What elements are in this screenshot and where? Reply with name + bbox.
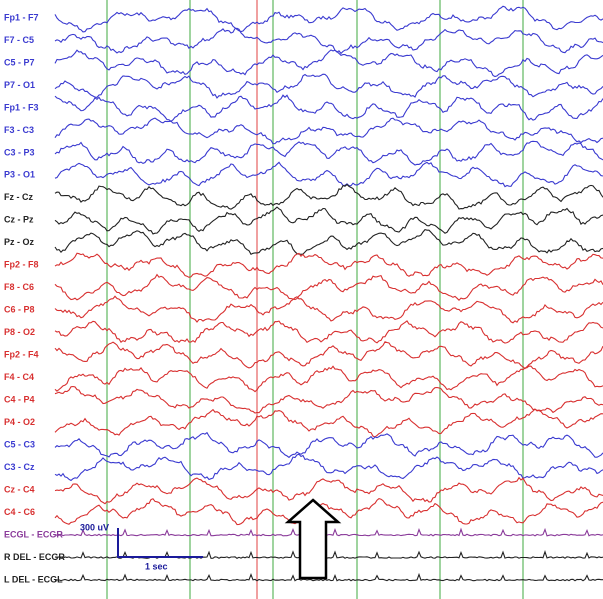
trace xyxy=(54,252,603,278)
trace xyxy=(54,140,603,166)
channel-label: C4 - C6 xyxy=(4,507,35,517)
channel-label: Cz - C4 xyxy=(4,484,35,494)
trace xyxy=(54,408,603,438)
trace xyxy=(54,228,603,256)
channel-label: F7 - C5 xyxy=(4,35,34,45)
trace xyxy=(54,497,603,526)
scale-bar: 300 uV 1 sec xyxy=(80,522,203,571)
channel-label: C3 - Cz xyxy=(4,462,35,472)
channel-label: C5 - C3 xyxy=(4,439,35,449)
scale-time: 1 sec xyxy=(145,561,168,571)
channel-label: C6 - P8 xyxy=(4,305,35,315)
trace xyxy=(54,453,603,482)
channel-label: Fz - Cz xyxy=(4,192,33,202)
channel-label: Fp1 - F3 xyxy=(4,102,39,112)
channel-labels: Fp1 - F7 F7 - C5 C5 - P7 P7 - O1 Fp1 - F3 F3 … xyxy=(4,12,65,584)
channel-label: P7 - O1 xyxy=(4,80,35,90)
channel-label: F8 - C6 xyxy=(4,282,34,292)
trace xyxy=(54,206,603,235)
trace xyxy=(54,476,603,505)
channel-label: Fp1 - F7 xyxy=(4,12,39,22)
trace xyxy=(54,27,603,55)
channel-label: P4 - O2 xyxy=(4,417,35,427)
channel-label: Fp2 - F4 xyxy=(4,350,39,360)
trace xyxy=(54,320,603,344)
arrow xyxy=(284,498,342,580)
channel-label: F3 - C3 xyxy=(4,125,34,135)
channel-label: C4 - P4 xyxy=(4,395,35,405)
trace xyxy=(54,73,603,99)
scale-bar-lines xyxy=(117,528,203,558)
channel-label: F4 - C4 xyxy=(4,372,34,382)
trace xyxy=(54,295,603,324)
trace xyxy=(54,5,603,33)
channel-label: Cz - Pz xyxy=(4,215,34,225)
channel-label: Fp2 - F8 xyxy=(4,260,39,270)
trace xyxy=(54,183,603,210)
trace xyxy=(54,527,603,537)
channel-label: P3 - O1 xyxy=(4,170,35,180)
channel-label: C5 - P7 xyxy=(4,57,35,67)
channel-label: R DEL - ECGR xyxy=(4,552,65,562)
channel-label: P8 - O2 xyxy=(4,327,35,337)
channel-label: Pz - Oz xyxy=(4,237,35,247)
trace xyxy=(54,341,603,370)
traces xyxy=(54,5,603,582)
time-markers xyxy=(106,0,524,599)
trace xyxy=(54,431,603,459)
trace xyxy=(54,273,603,301)
trace xyxy=(54,550,603,559)
trace xyxy=(54,94,603,122)
channel-label: ECGL - ECGR xyxy=(4,529,63,539)
trace xyxy=(54,385,603,414)
trace xyxy=(54,161,603,188)
scale-amplitude: 300 uV xyxy=(80,522,109,532)
channel-label: C3 - P3 xyxy=(4,147,35,157)
channel-label: L DEL - ECGL xyxy=(4,574,63,584)
trace xyxy=(54,365,603,393)
trace xyxy=(54,49,603,78)
trace xyxy=(54,117,603,145)
trace xyxy=(54,572,603,582)
